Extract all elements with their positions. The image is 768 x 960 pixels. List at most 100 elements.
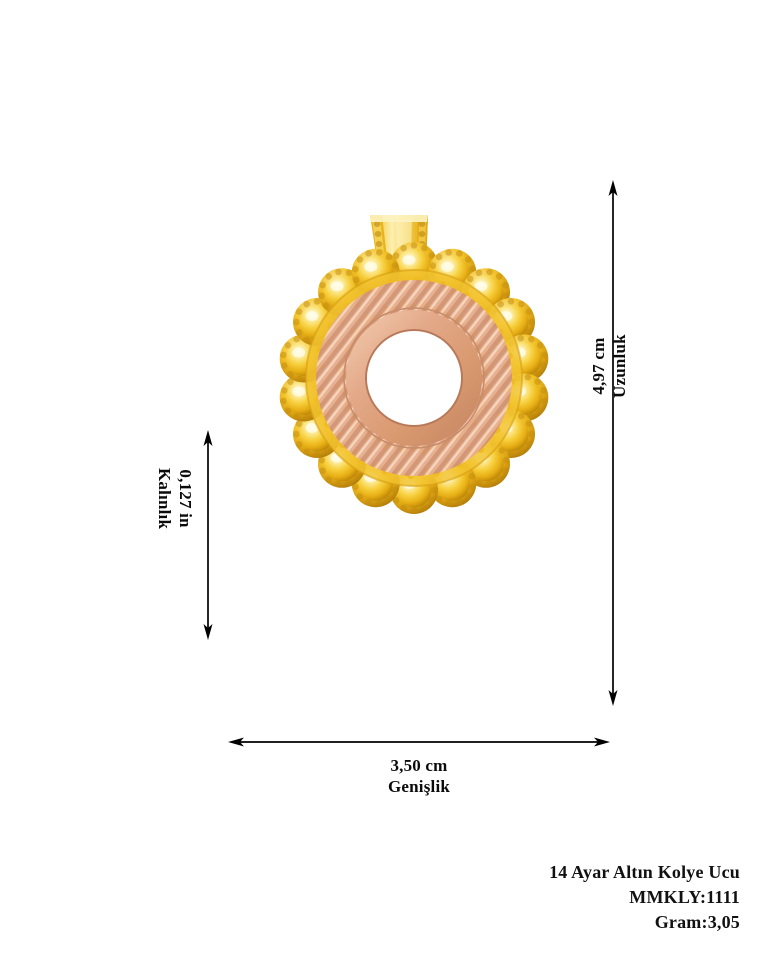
width-caption: Genişlik bbox=[387, 777, 451, 796]
bead-milgrain-dot bbox=[534, 371, 541, 378]
pendant-center-opening bbox=[367, 331, 461, 425]
bead-milgrain-dot bbox=[284, 342, 292, 349]
bead-milgrain-dot bbox=[353, 276, 360, 284]
bead-highlight bbox=[474, 281, 488, 292]
bead-milgrain-dot bbox=[464, 256, 472, 263]
bead-milgrain-dot bbox=[293, 318, 300, 326]
bead-milgrain-dot bbox=[435, 253, 443, 261]
bead-milgrain-dot bbox=[296, 375, 304, 383]
bead-milgrain-dot bbox=[354, 473, 362, 481]
rose-gold-inner-band bbox=[316, 280, 512, 476]
bead-milgrain-dot bbox=[280, 397, 287, 405]
thickness-value: 0,127 in bbox=[176, 469, 195, 528]
bead-milgrain-dot bbox=[517, 334, 525, 342]
bead-milgrain-dot bbox=[392, 497, 400, 504]
bead-milgrain-dot bbox=[303, 336, 311, 344]
bead-milgrain-dot bbox=[498, 447, 506, 454]
bead-highlight bbox=[305, 311, 319, 321]
bead-milgrain-dot bbox=[502, 281, 509, 289]
bead-milgrain-dot bbox=[486, 268, 493, 276]
bead-milgrain-dot bbox=[534, 378, 541, 385]
bead-milgrain-dot bbox=[517, 412, 525, 420]
bead-milgrain-dot bbox=[287, 371, 294, 378]
bead-milgrain-dot bbox=[303, 414, 311, 422]
bead-milgrain-dot bbox=[525, 441, 533, 448]
bead-milgrain-dot bbox=[541, 397, 548, 405]
bead-milgrain-dot bbox=[295, 420, 303, 427]
bead-milgrain-dot bbox=[435, 495, 443, 503]
bead-milgrain-dot bbox=[391, 262, 399, 270]
bead-milgrain-dot bbox=[469, 265, 476, 273]
bead-milgrain-dot bbox=[365, 250, 372, 257]
bead-milgrain-dot bbox=[400, 504, 407, 512]
bead-milgrain-dot bbox=[335, 480, 342, 488]
bead-highlight bbox=[364, 261, 378, 272]
bead-milgrain-dot bbox=[445, 500, 453, 507]
bead-highlight bbox=[292, 386, 306, 397]
product-code: MMKLY:1111 bbox=[629, 887, 740, 907]
bead-milgrain-dot bbox=[497, 300, 504, 308]
bead-milgrain-dot bbox=[502, 292, 510, 300]
width-dimension-label: 3,50 cm Genişlik bbox=[232, 755, 606, 797]
bead-milgrain-dot bbox=[352, 265, 359, 273]
bead-milgrain-dot bbox=[421, 504, 428, 512]
bead-milgrain-dot bbox=[540, 387, 547, 394]
bead-milgrain-dot bbox=[392, 252, 400, 259]
bead-milgrain-dot bbox=[536, 407, 544, 414]
bead-milgrain-dot bbox=[352, 483, 359, 491]
bead-milgrain-dot bbox=[335, 268, 342, 276]
thickness-dimension-line bbox=[203, 430, 213, 640]
bead-milgrain-dot bbox=[295, 329, 303, 336]
bead-milgrain-dot bbox=[528, 335, 535, 343]
bead-milgrain-dot bbox=[495, 273, 503, 280]
bead-milgrain-dot bbox=[375, 249, 383, 256]
bead-milgrain-dot bbox=[375, 500, 383, 507]
bead-milgrain-dot bbox=[528, 318, 535, 326]
bead-milgrain-dot bbox=[428, 497, 436, 504]
bead-milgrain-dot bbox=[281, 387, 288, 394]
bead-milgrain-dot bbox=[356, 493, 364, 500]
bead-milgrain-dot bbox=[525, 329, 533, 336]
bead-milgrain-dot bbox=[293, 335, 300, 343]
height-value: 4,97 cm bbox=[589, 337, 608, 395]
height-caption: Uzunluk bbox=[610, 334, 629, 398]
bead-milgrain-dot bbox=[319, 281, 326, 289]
bead-milgrain-dot bbox=[324, 448, 331, 456]
bead-milgrain-dot bbox=[280, 351, 287, 359]
bead-milgrain-dot bbox=[385, 495, 393, 503]
bead-milgrain-dot bbox=[431, 486, 438, 494]
bead-milgrain-dot bbox=[466, 275, 474, 283]
bead-milgrain-dot bbox=[391, 486, 399, 494]
product-caption-block: 14 Ayar Altın Kolye Ucu MMKLY:1111 Gram:… bbox=[408, 860, 740, 935]
bead-milgrain-dot bbox=[345, 269, 353, 277]
width-dimension-line bbox=[228, 737, 610, 747]
bead-milgrain-dot bbox=[525, 420, 533, 427]
bead-milgrain-dot bbox=[313, 451, 321, 458]
bead-milgrain-dot bbox=[502, 456, 510, 464]
bead-milgrain-dot bbox=[325, 476, 333, 483]
bead-milgrain-dot bbox=[456, 250, 463, 257]
bead-milgrain-dot bbox=[313, 298, 321, 305]
bead-milgrain-dot bbox=[475, 269, 483, 277]
bead-milgrain-dot bbox=[540, 362, 547, 369]
thickness-caption: Kalınlık bbox=[155, 468, 174, 530]
bead-milgrain-dot bbox=[295, 308, 303, 315]
bead-milgrain-dot bbox=[322, 302, 330, 309]
product-weight: Gram:3,05 bbox=[654, 912, 740, 932]
bead-milgrain-dot bbox=[284, 407, 292, 414]
bead-milgrain-dot bbox=[445, 249, 453, 256]
bead-milgrain-dot bbox=[429, 262, 437, 270]
width-value: 3,50 cm bbox=[390, 756, 448, 775]
bead-highlight bbox=[330, 281, 344, 292]
bead-milgrain-dot bbox=[525, 308, 533, 315]
bead-milgrain-dot bbox=[356, 256, 364, 263]
bead-milgrain-dot bbox=[456, 499, 463, 506]
bead-milgrain-dot bbox=[421, 244, 428, 252]
bead-milgrain-dot bbox=[517, 448, 525, 456]
bead-milgrain-dot bbox=[541, 351, 548, 359]
bead-milgrain-dot bbox=[410, 242, 418, 249]
bead-milgrain-dot bbox=[468, 472, 475, 480]
bead-milgrain-dot bbox=[469, 483, 476, 491]
bead-milgrain-dot bbox=[428, 252, 436, 259]
